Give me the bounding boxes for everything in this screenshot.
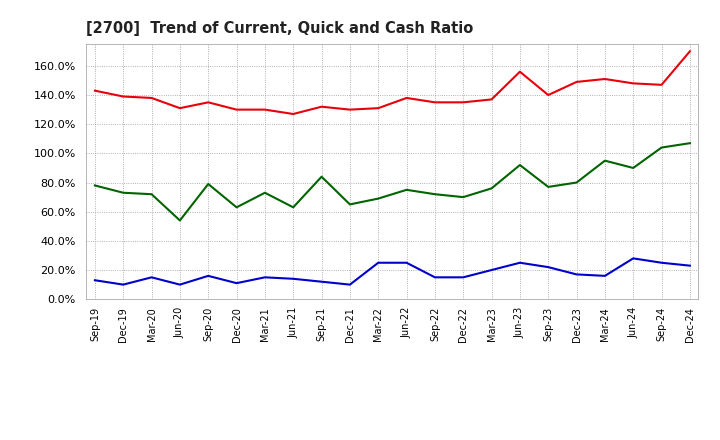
Quick Ratio <box>657 145 666 150</box>
Quick Ratio <box>374 196 382 201</box>
Current Ratio <box>233 107 241 112</box>
Quick Ratio <box>261 190 269 195</box>
Cash Ratio <box>176 282 184 287</box>
Quick Ratio <box>572 180 581 185</box>
Cash Ratio <box>516 260 524 265</box>
Line: Current Ratio: Current Ratio <box>95 51 690 114</box>
Cash Ratio <box>657 260 666 265</box>
Cash Ratio <box>629 256 637 261</box>
Quick Ratio <box>402 187 411 192</box>
Quick Ratio <box>318 174 326 180</box>
Current Ratio <box>176 106 184 111</box>
Current Ratio <box>289 111 297 117</box>
Quick Ratio <box>544 184 552 190</box>
Quick Ratio <box>487 186 496 191</box>
Current Ratio <box>91 88 99 93</box>
Current Ratio <box>374 106 382 111</box>
Cash Ratio <box>544 264 552 270</box>
Current Ratio <box>261 107 269 112</box>
Text: [2700]  Trend of Current, Quick and Cash Ratio: [2700] Trend of Current, Quick and Cash … <box>86 21 474 36</box>
Cash Ratio <box>487 268 496 273</box>
Current Ratio <box>685 49 694 54</box>
Legend: Current Ratio, Quick Ratio, Cash Ratio: Current Ratio, Quick Ratio, Cash Ratio <box>195 438 590 440</box>
Cash Ratio <box>346 282 354 287</box>
Cash Ratio <box>91 278 99 283</box>
Current Ratio <box>318 104 326 110</box>
Cash Ratio <box>318 279 326 284</box>
Current Ratio <box>431 100 439 105</box>
Quick Ratio <box>91 183 99 188</box>
Cash Ratio <box>431 275 439 280</box>
Current Ratio <box>629 81 637 86</box>
Quick Ratio <box>459 194 467 200</box>
Quick Ratio <box>289 205 297 210</box>
Current Ratio <box>657 82 666 88</box>
Current Ratio <box>119 94 127 99</box>
Quick Ratio <box>233 205 241 210</box>
Quick Ratio <box>119 190 127 195</box>
Cash Ratio <box>261 275 269 280</box>
Quick Ratio <box>685 140 694 146</box>
Cash Ratio <box>374 260 382 265</box>
Cash Ratio <box>233 281 241 286</box>
Current Ratio <box>402 95 411 101</box>
Current Ratio <box>346 107 354 112</box>
Quick Ratio <box>629 165 637 171</box>
Cash Ratio <box>572 272 581 277</box>
Current Ratio <box>459 100 467 105</box>
Current Ratio <box>572 79 581 84</box>
Quick Ratio <box>148 191 156 197</box>
Current Ratio <box>516 69 524 74</box>
Cash Ratio <box>119 282 127 287</box>
Cash Ratio <box>685 263 694 268</box>
Quick Ratio <box>176 218 184 223</box>
Current Ratio <box>148 95 156 101</box>
Cash Ratio <box>289 276 297 282</box>
Current Ratio <box>600 77 609 82</box>
Quick Ratio <box>431 191 439 197</box>
Current Ratio <box>487 97 496 102</box>
Quick Ratio <box>516 162 524 168</box>
Cash Ratio <box>204 273 212 279</box>
Quick Ratio <box>204 181 212 187</box>
Current Ratio <box>204 100 212 105</box>
Line: Quick Ratio: Quick Ratio <box>95 143 690 220</box>
Line: Cash Ratio: Cash Ratio <box>95 258 690 285</box>
Quick Ratio <box>346 202 354 207</box>
Current Ratio <box>544 92 552 98</box>
Cash Ratio <box>600 273 609 279</box>
Cash Ratio <box>459 275 467 280</box>
Cash Ratio <box>148 275 156 280</box>
Quick Ratio <box>600 158 609 163</box>
Cash Ratio <box>402 260 411 265</box>
